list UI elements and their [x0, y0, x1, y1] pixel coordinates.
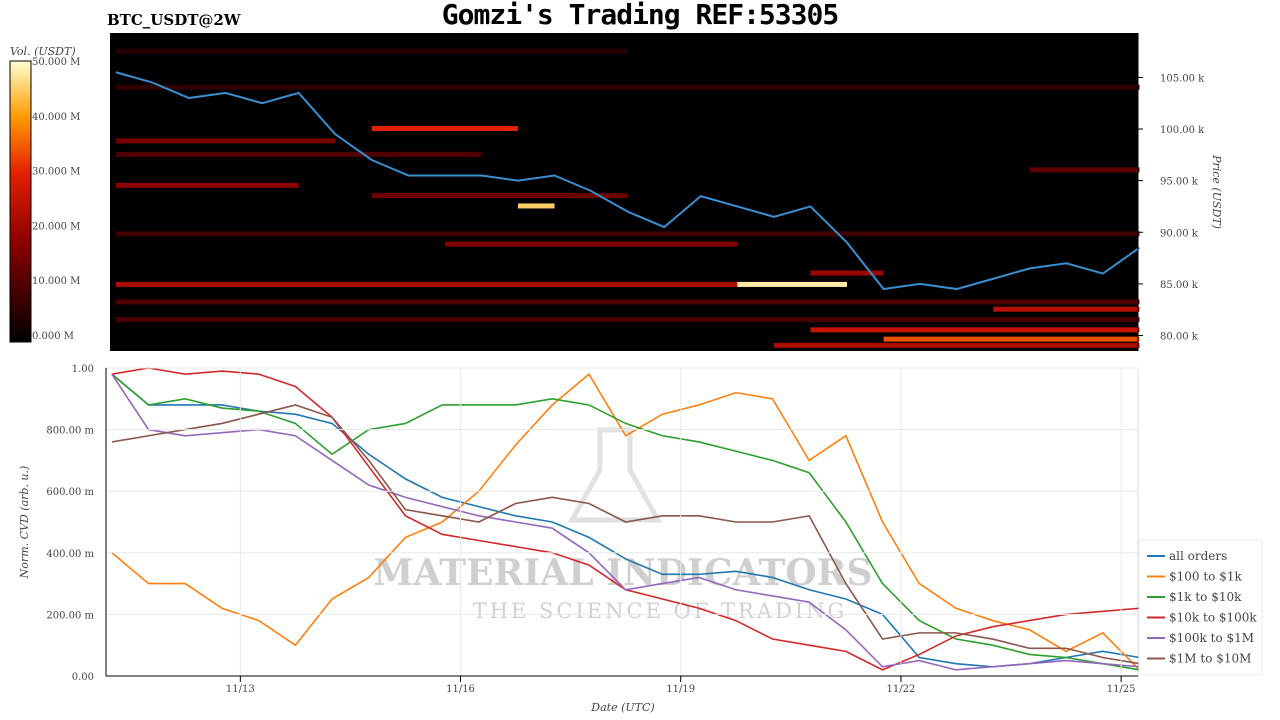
legend: all orders $100 to $1k $1k to $10k $10k to …: [1138, 539, 1263, 676]
liquidity-band: [883, 336, 1140, 342]
liquidity-band: [993, 306, 1140, 312]
colorbar: [9, 60, 32, 343]
price-tick-label: 100.00 k: [1160, 125, 1205, 136]
colorbar-tick-label: 30.000 M: [32, 167, 80, 178]
liquidity-band: [517, 203, 555, 209]
liquidity-band: [115, 299, 1140, 305]
x-tick-label: 11/22: [887, 684, 916, 695]
y-tick-label: 400.00 m: [46, 549, 94, 560]
colorbar-tick-label: 10.000 M: [32, 276, 80, 287]
y-tick-label: 1.00: [72, 364, 94, 375]
price-line: [115, 71, 1141, 291]
colorbar-tick-label: 40.000 M: [32, 112, 80, 123]
price-tick-label: 80.00 k: [1160, 332, 1199, 343]
liquidity-band: [115, 231, 1140, 237]
price-tick-label: 90.00 k: [1160, 228, 1199, 239]
legend-item: $100k to $1M: [1169, 631, 1254, 645]
liquidity-band: [115, 151, 482, 157]
colorbar-tick-label: 20.000 M: [32, 221, 80, 232]
x-axis-label: Date (UTC): [590, 701, 654, 714]
price-axis-label: Price (USDT): [1210, 154, 1223, 229]
series-line-0: [111, 373, 1140, 668]
colorbar-label: Vol. (USDT): [10, 45, 76, 58]
liquidity-band: [737, 281, 848, 287]
cvd-plot-area: [105, 367, 1139, 677]
liquidity-band: [773, 342, 1140, 348]
x-tick-label: 11/13: [226, 684, 255, 695]
y-tick-label: 800.00 m: [46, 426, 94, 437]
symbol-label: BTC_USDT@2W: [107, 11, 241, 29]
colorbar-tick-label: 50.000 M: [32, 57, 80, 68]
liquidity-band: [115, 317, 1140, 323]
series-line-2: [111, 373, 1140, 671]
liquidity-band: [1029, 167, 1140, 173]
series-line-1: [111, 372, 1141, 671]
liquidity-band: [115, 138, 336, 144]
y-tick-label: 0.00: [72, 672, 94, 683]
x-tick-label: 11/16: [446, 684, 475, 695]
watermark-line2: THE SCIENCE OF TRADING: [473, 599, 848, 623]
liquidity-band: [115, 182, 299, 188]
y-tick-label: 600.00 m: [46, 487, 94, 498]
liquidity-band: [810, 270, 884, 276]
x-tick-label: 11/25: [1107, 684, 1136, 695]
legend-item: $1M to $10M: [1169, 652, 1251, 666]
legend-item: $1k to $10k: [1169, 590, 1242, 604]
chart-title: Gomzi's Trading REF:53305: [441, 0, 839, 31]
liquidity-band: [371, 126, 518, 132]
series-line-5: [111, 404, 1140, 665]
legend-item: all orders: [1169, 549, 1227, 563]
liquidity-band: [115, 48, 628, 54]
legend-item: $10k to $100k: [1169, 611, 1257, 625]
legend-item: $100 to $1k: [1169, 570, 1242, 584]
colorbar-tick-label: 0.000 M: [32, 331, 74, 342]
liquidity-band: [115, 281, 848, 287]
price-tick-label: 105.00 k: [1160, 73, 1205, 84]
y-axis-label: Norm. CVD (arb. u.): [18, 466, 31, 580]
liquidity-band: [444, 241, 738, 247]
cvd-panel: [105, 367, 1139, 677]
liquidity-band: [810, 327, 1140, 333]
liquidity-band: [371, 193, 628, 199]
liquidity-band: [115, 84, 1140, 90]
price-tick-label: 95.00 k: [1160, 177, 1199, 188]
price-tick-label: 85.00 k: [1160, 280, 1199, 291]
x-tick-label: 11/19: [666, 684, 695, 695]
y-tick-label: 200.00 m: [46, 610, 94, 621]
heatmap-panel: [110, 33, 1141, 351]
series-line-4: [111, 373, 1140, 671]
